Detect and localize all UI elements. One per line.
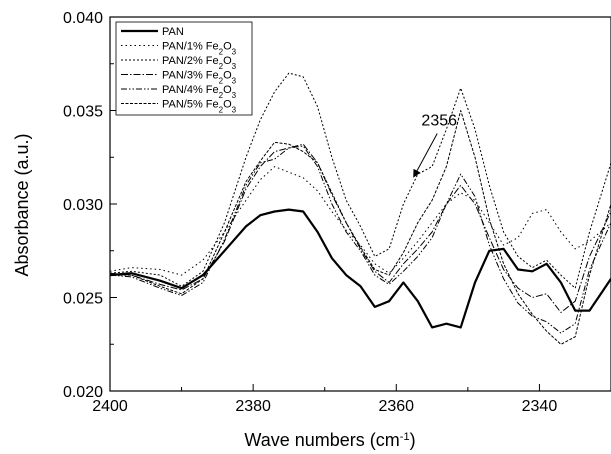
legend-label-5: PAN/5% Fe2O3 xyxy=(162,99,237,115)
y-tick-label: 0.040 xyxy=(63,10,103,27)
legend-box xyxy=(115,21,253,116)
series-line-3 xyxy=(109,143,611,313)
y-tick-label: 0.025 xyxy=(63,291,103,308)
x-axis-title-sup: -1 xyxy=(400,431,410,443)
x-axis-title-main: Wave numbers (cm xyxy=(244,430,399,450)
annotation-label-0: 2356 xyxy=(421,112,457,129)
series-layer xyxy=(109,72,611,345)
legend-label-4: PAN/4% Fe2O3 xyxy=(162,84,237,100)
x-tick-label: 2400 xyxy=(92,398,128,415)
x-tick-label: 2380 xyxy=(235,398,271,415)
x-axis-title: Wave numbers (cm-1) xyxy=(244,430,415,450)
x-axis-title-tail: ) xyxy=(410,430,416,450)
series-line-4 xyxy=(109,145,611,334)
x-tick-label: 2340 xyxy=(522,398,558,415)
series-line-5 xyxy=(110,110,611,345)
annotation-layer: 2356 xyxy=(413,112,457,178)
series-line-1 xyxy=(109,166,611,276)
x-tick-label: 2360 xyxy=(378,398,414,415)
y-axis-title: Absorbance (a.u.) xyxy=(12,133,32,276)
y-tick-label: 0.030 xyxy=(63,197,103,214)
ticks-layer: 2400 2380 2360 2340 0.020 0.025 0.030 0.035 0.04… xyxy=(63,10,557,415)
legend-label-3: PAN/3% Fe2O3 xyxy=(162,70,237,86)
series-line-2 xyxy=(109,72,611,289)
legend-label-0: PAN xyxy=(162,26,184,38)
legend-label-1: PAN/1% Fe2O3 xyxy=(162,41,237,57)
annotation-arrow-0 xyxy=(413,133,438,178)
legend-label-2: PAN/2% Fe2O3 xyxy=(162,55,237,71)
y-tick-label: 0.035 xyxy=(63,104,103,121)
series-line-0 xyxy=(109,208,611,329)
y-tick-label: 0.020 xyxy=(63,384,103,401)
